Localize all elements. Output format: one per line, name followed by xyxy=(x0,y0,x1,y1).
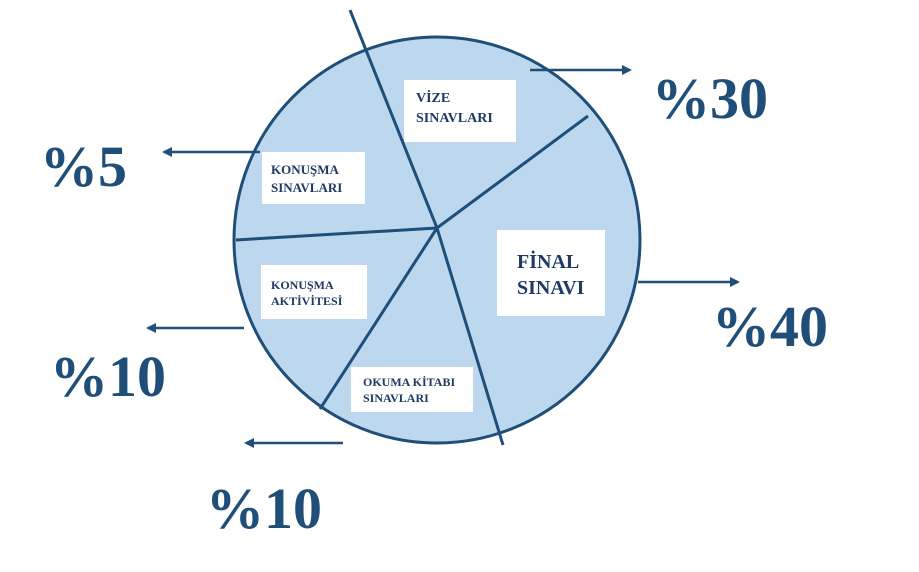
slice-value-label: %10 xyxy=(50,344,166,409)
slice-value-label: %30 xyxy=(652,66,768,131)
slice-label-box xyxy=(262,152,365,204)
slice-label-text: VİZE xyxy=(416,89,450,106)
slice-label-box xyxy=(261,265,367,319)
slice-value-label: %10 xyxy=(206,476,322,541)
slice-label-text: SINAVLARI xyxy=(271,180,342,195)
slice-label: KONUŞMA SINAVLARI xyxy=(262,152,365,204)
slice-label-box xyxy=(351,367,473,412)
slice-label-text: AKTİVİTESİ xyxy=(271,294,343,308)
slice-value-label: %40 xyxy=(712,294,828,359)
pie-circle xyxy=(232,35,642,445)
slice-label: FİNAL SINAVI xyxy=(497,230,605,316)
slice-separator xyxy=(348,9,439,229)
slice-separator xyxy=(318,227,439,410)
slice-label: VİZE SINAVLARI xyxy=(404,80,516,142)
slice-label-text: KONUŞMA xyxy=(271,278,334,292)
slice-separators xyxy=(235,9,589,446)
slice-separator xyxy=(436,114,589,230)
slice-label-text: FİNAL xyxy=(517,249,579,273)
slice-value-label: %5 xyxy=(40,134,127,199)
slice-label-box xyxy=(404,80,516,142)
value-labels: %30 %40 %10 %10 %5 xyxy=(40,65,828,541)
slice-label: OKUMA KİTABI SINAVLARI xyxy=(351,367,473,412)
slice-label-text: SINAVI xyxy=(517,277,585,299)
slice-label-box xyxy=(497,230,605,316)
slice-label: KONUŞMA AKTİVİTESİ xyxy=(261,265,367,319)
slice-labels: VİZE SINAVLARI FİNAL SINAVI OKUMA KİTABI SINA… xyxy=(261,80,605,412)
slice-label-text: SINAVLARI xyxy=(363,391,429,405)
slice-separator xyxy=(235,226,438,242)
slice-label-text: KONUŞMA xyxy=(271,162,340,177)
slice-label-text: SINAVLARI xyxy=(416,111,493,126)
slice-separator xyxy=(435,227,505,446)
slice-label-text: OKUMA KİTABI xyxy=(363,375,455,389)
